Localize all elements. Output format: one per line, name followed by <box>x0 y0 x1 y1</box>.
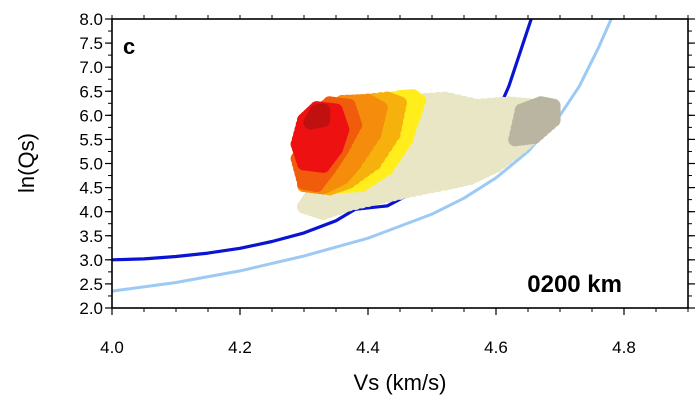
x-tick-label: 4.8 <box>612 338 636 357</box>
scatter-point <box>472 109 486 123</box>
y-tick-label: 8.0 <box>79 10 103 29</box>
scatter-point <box>470 129 484 143</box>
scatter-point <box>299 195 314 210</box>
scatter-point <box>304 113 319 128</box>
y-tick-label: 3.5 <box>79 227 103 246</box>
y-tick-label: 4.0 <box>79 203 103 222</box>
model-curve-1 <box>112 19 613 293</box>
scatter-point <box>440 132 454 146</box>
y-tick-label: 3.0 <box>79 251 103 270</box>
scatter-point <box>509 126 524 141</box>
y-tick-label: 2.5 <box>79 275 103 294</box>
y-tick-label: 5.0 <box>79 155 103 174</box>
scatter-point <box>404 147 418 161</box>
x-axis-label: Vs (km/s) <box>354 370 447 395</box>
scatter-point <box>295 152 310 167</box>
x-tick-label: 4.4 <box>356 338 380 357</box>
y-tick-label: 6.5 <box>79 82 103 101</box>
scatter-point <box>492 111 506 125</box>
scatter-point <box>474 150 488 164</box>
depth-annotation: 0200 km <box>527 271 622 298</box>
y-tick-label: 7.5 <box>79 34 103 53</box>
scatter-point <box>317 138 331 152</box>
scatter-cloud-9 <box>303 103 331 130</box>
x-tick-label: 4.2 <box>228 338 252 357</box>
scatter-point <box>429 136 443 150</box>
y-tick-label: 2.0 <box>79 299 103 318</box>
x-tick-label: 4.0 <box>100 338 124 357</box>
scatter-cloud-3 <box>508 96 561 147</box>
x-tick-label: 4.6 <box>484 338 508 357</box>
y-tick-label: 5.5 <box>79 130 103 149</box>
scatter-point <box>454 107 468 121</box>
scatter-point <box>440 118 454 132</box>
scatter-point <box>495 128 509 142</box>
y-tick-label: 7.0 <box>79 58 103 77</box>
y-tick-label: 4.5 <box>79 179 103 198</box>
y-axis-label: ln(Qs) <box>14 133 39 193</box>
scatter-point <box>453 140 467 154</box>
scatter-point <box>295 170 310 185</box>
y-tick-label: 6.0 <box>79 106 103 125</box>
scatter-point <box>484 128 498 142</box>
scatter-point <box>411 156 425 170</box>
panel-label: c <box>123 34 135 59</box>
